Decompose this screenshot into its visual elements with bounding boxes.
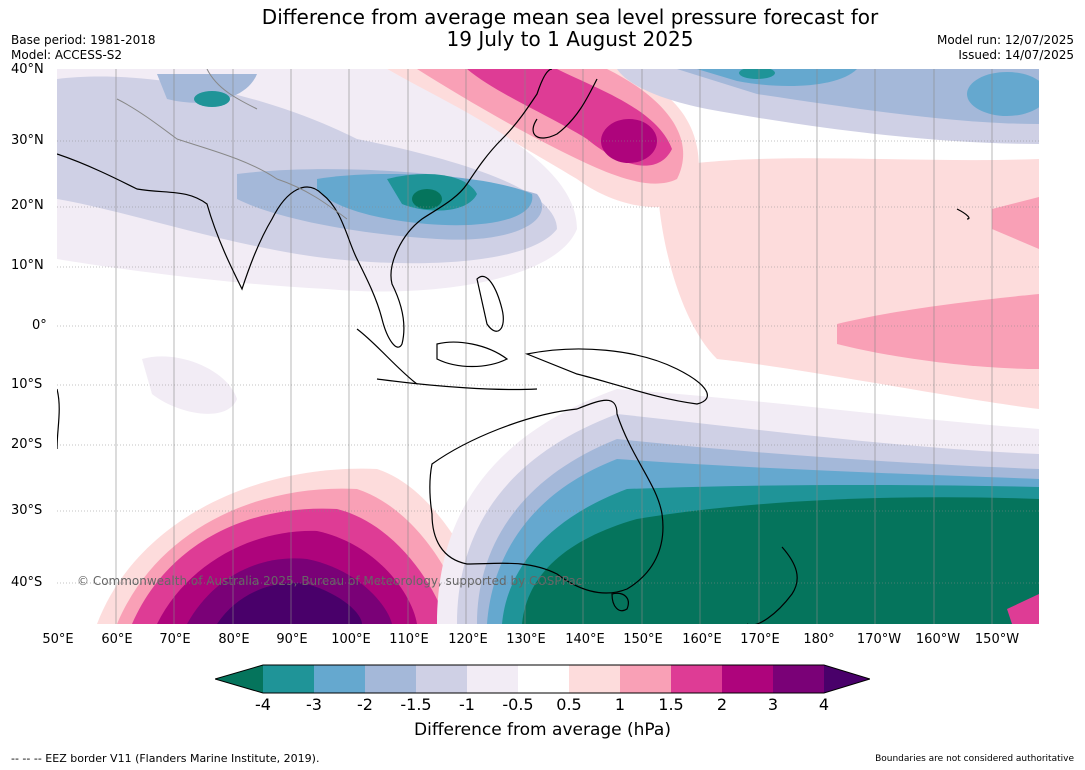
indian-ocean-high	[97, 468, 497, 624]
lon-label: 160°E	[682, 632, 722, 647]
country-borders	[116, 69, 348, 220]
base-period: Base period: 1981-2018	[11, 33, 156, 47]
japan-high	[387, 69, 699, 208]
pacific-positive-band	[657, 158, 1039, 409]
lon-label: 80°E	[218, 632, 250, 647]
lat-label: 30°N	[11, 133, 44, 148]
lon-label: 170°W	[856, 632, 902, 647]
lon-label: 110°E	[389, 632, 429, 647]
colorbar-segment-extend-max	[824, 665, 870, 693]
lon-label: 90°E	[276, 632, 308, 647]
lon-label: 170°E	[740, 632, 780, 647]
lon-label: 100°E	[331, 632, 371, 647]
boundaries-disclaimer: Boundaries are not considered authoritat…	[875, 754, 1074, 764]
lat-label: 0°	[32, 318, 47, 333]
issued-date: Issued: 14/07/2025	[958, 48, 1074, 62]
colorbar-tick: 1	[614, 695, 626, 714]
lon-label: 160°W	[915, 632, 961, 647]
lon-label: 150°W	[974, 632, 1020, 647]
colorbar	[215, 664, 870, 694]
colorbar-tick: 2	[716, 695, 728, 714]
map-meridians	[115, 69, 993, 624]
colorbar-tick: -1	[459, 695, 475, 714]
colorbar-segment	[773, 665, 824, 693]
colorbar-segment	[671, 665, 722, 693]
colorbar-tick: 1.5	[658, 695, 684, 714]
colorbar-segment	[365, 665, 416, 693]
lat-label: 20°S	[11, 437, 43, 452]
colorbar-segment-extend-min	[215, 665, 263, 693]
colorbar-segment	[467, 665, 518, 693]
lon-label: 120°E	[448, 632, 488, 647]
lat-label: 40°N	[11, 62, 44, 77]
colorbar-tick: 0.5	[556, 695, 582, 714]
lon-label: 180°	[803, 632, 835, 647]
lat-label: 30°S	[11, 503, 43, 518]
colorbar-tick: -1.5	[400, 695, 432, 714]
lat-label: 20°N	[11, 198, 44, 213]
lat-label: 10°N	[11, 258, 44, 273]
colorbar-segment	[722, 665, 773, 693]
colorbar-segment	[569, 665, 620, 693]
colorbar-tick: -3	[306, 695, 322, 714]
lat-label: 40°S	[11, 575, 43, 590]
copyright-notice: © Commonwealth of Australia 2025, Bureau…	[77, 574, 583, 588]
model-run: Model run: 12/07/2025	[936, 33, 1074, 47]
lon-label: 50°E	[42, 632, 74, 647]
lon-label: 150°E	[623, 632, 663, 647]
colorbar-segment	[416, 665, 467, 693]
lon-label: 140°E	[565, 632, 605, 647]
lat-label: 10°S	[11, 377, 43, 392]
lon-label: 130°E	[506, 632, 546, 647]
eez-border-note: -- -- -- EEZ border V11 (Flanders Marine…	[11, 752, 320, 765]
model-name: Model: ACCESS-S2	[11, 48, 123, 62]
coastlines	[57, 69, 970, 624]
lon-label: 70°E	[159, 632, 191, 647]
colorbar-tick: -2	[357, 695, 373, 714]
colorbar-segment	[518, 665, 569, 693]
colorbar-segment	[263, 665, 314, 693]
lon-label: 60°E	[101, 632, 133, 647]
title-line-1: Difference from average mean sea level p…	[261, 5, 879, 29]
colorbar-label: Difference from average (hPa)	[414, 720, 671, 740]
pressure-anomaly-map	[57, 69, 1039, 624]
colorbar-tick: 3	[767, 695, 779, 714]
colorbar-tick: 4	[818, 695, 830, 714]
colorbar-segment	[620, 665, 671, 693]
colorbar-tick: -4	[255, 695, 271, 714]
australia-tasman-low	[437, 389, 1039, 624]
title-line-2: 19 July to 1 August 2025	[446, 27, 694, 51]
colorbar-segment	[314, 665, 365, 693]
colorbar-tick: -0.5	[502, 695, 534, 714]
